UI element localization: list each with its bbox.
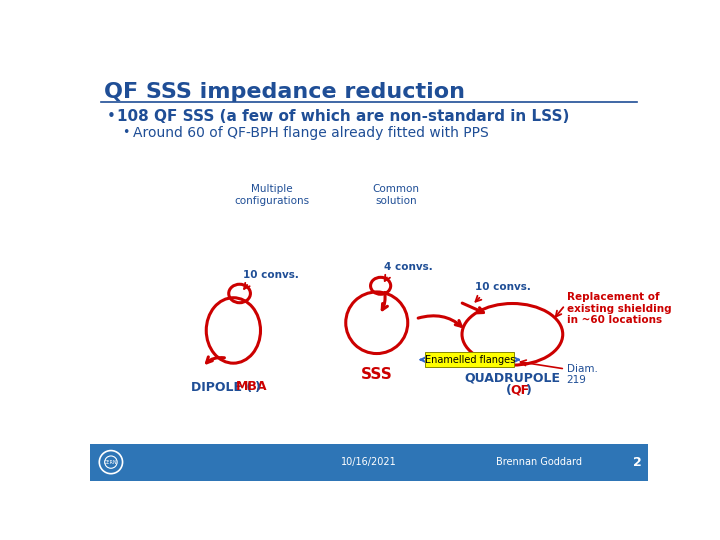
Text: DIPOLE (: DIPOLE ( (191, 381, 252, 394)
Text: CERN: CERN (104, 460, 118, 464)
Text: SSS: SSS (361, 367, 392, 382)
Text: 2: 2 (633, 456, 642, 469)
Text: •: • (107, 110, 116, 124)
Text: (: ( (506, 383, 512, 396)
Text: 10 convs.: 10 convs. (475, 282, 531, 292)
Text: •: • (122, 126, 130, 139)
Bar (90, 444, 648, 481)
Text: MBA: MBA (235, 381, 267, 394)
Text: Brennan Goddard: Brennan Goddard (497, 457, 582, 467)
Text: QF: QF (510, 383, 530, 396)
Text: ): ) (526, 383, 531, 396)
Text: 108 QF SSS (a few of which are non-standard in LSS): 108 QF SSS (a few of which are non-stand… (117, 110, 570, 124)
Text: 4 convs.: 4 convs. (384, 262, 433, 272)
Text: Multiple
configurations: Multiple configurations (235, 184, 310, 206)
Text: QUADRUPOLE: QUADRUPOLE (464, 372, 560, 384)
Text: Around 60 of QF-BPH flange already fitted with PPS: Around 60 of QF-BPH flange already fitte… (132, 126, 488, 140)
Text: QF SSS impedance reduction: QF SSS impedance reduction (104, 82, 465, 102)
Bar (426, 352, 514, 367)
Text: Replacement of
existing shielding
in ~60 locations: Replacement of existing shielding in ~60… (567, 292, 671, 325)
Text: Diam.
219: Diam. 219 (567, 363, 598, 385)
Text: ): ) (255, 381, 261, 394)
Text: Common
solution: Common solution (373, 184, 420, 206)
Text: 10/16/2021: 10/16/2021 (341, 457, 397, 467)
Text: Enamelled flanges: Enamelled flanges (425, 355, 515, 365)
Text: 10 convs.: 10 convs. (243, 269, 299, 280)
